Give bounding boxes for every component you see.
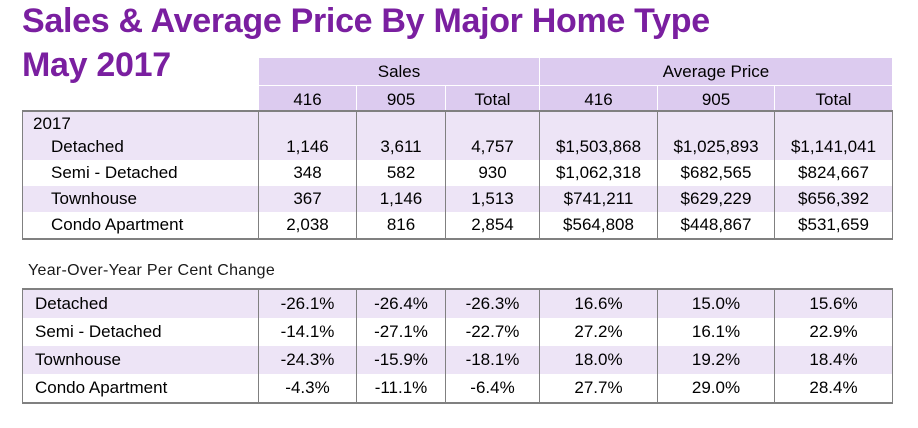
- table-cell: 27.7%: [539, 374, 658, 404]
- report-title: Sales & Average Price By Major Home Type: [22, 2, 710, 40]
- row-label: Condo Apartment: [22, 212, 259, 240]
- table-cell: 1,146: [258, 134, 357, 160]
- table-cell: 582: [356, 160, 446, 186]
- row-label: Detached: [22, 288, 259, 318]
- table-cell: -18.1%: [445, 346, 540, 374]
- table-cell: -26.3%: [445, 288, 540, 318]
- table-cell: 816: [356, 212, 446, 240]
- table-cell: $1,503,868: [539, 134, 658, 160]
- row-label: Detached: [22, 134, 259, 160]
- table-row: Semi - Detached 348 582 930 $1,062,318 $…: [22, 160, 893, 186]
- table-cell: 15.0%: [657, 288, 775, 318]
- table-row: Detached 1,146 3,611 4,757 $1,503,868 $1…: [22, 134, 893, 160]
- table-cell: $1,141,041: [774, 134, 893, 160]
- sales-group-header: Sales: [258, 57, 540, 86]
- table-cell: $656,392: [774, 186, 893, 212]
- year-label: 2017: [22, 110, 259, 134]
- table-cell: 18.4%: [774, 346, 893, 374]
- table-cell: 3,611: [356, 134, 446, 160]
- average-price-group-header: Average Price: [539, 57, 893, 86]
- table-row: Townhouse -24.3% -15.9% -18.1% 18.0% 19.…: [22, 346, 893, 374]
- year-row: 2017: [22, 110, 893, 134]
- table-row: Semi - Detached -14.1% -27.1% -22.7% 27.…: [22, 318, 893, 346]
- table-cell: $564,808: [539, 212, 658, 240]
- table-cell: -26.1%: [258, 288, 357, 318]
- table-cell: 16.6%: [539, 288, 658, 318]
- col-header-price-total: Total: [774, 85, 893, 114]
- table-cell: -26.4%: [356, 288, 446, 318]
- table-cell: 2,854: [445, 212, 540, 240]
- table-cell: -27.1%: [356, 318, 446, 346]
- table-cell: -14.1%: [258, 318, 357, 346]
- table-cell: $629,229: [657, 186, 775, 212]
- table-cell: $741,211: [539, 186, 658, 212]
- table-row: Detached -26.1% -26.4% -26.3% 16.6% 15.0…: [22, 288, 893, 318]
- col-header-price-905: 905: [657, 85, 775, 114]
- col-header-sales-416: 416: [258, 85, 357, 114]
- table-cell: 19.2%: [657, 346, 775, 374]
- table-cell: -4.3%: [258, 374, 357, 404]
- table-cell: 16.1%: [657, 318, 775, 346]
- table-cell: 367: [258, 186, 357, 212]
- yoy-section-title: Year-Over-Year Per Cent Change: [28, 262, 276, 279]
- column-header-table: Sales Average Price 416 905 Total 416 90…: [258, 57, 893, 114]
- table-cell: 2,038: [258, 212, 357, 240]
- table-cell: 1,146: [356, 186, 446, 212]
- table-cell: -6.4%: [445, 374, 540, 404]
- table-row: Townhouse 367 1,146 1,513 $741,211 $629,…: [22, 186, 893, 212]
- col-header-price-416: 416: [539, 85, 658, 114]
- table-cell: 930: [445, 160, 540, 186]
- table-cell: 348: [258, 160, 357, 186]
- table-cell: 15.6%: [774, 288, 893, 318]
- table-cell: $824,667: [774, 160, 893, 186]
- table-cell: -22.7%: [445, 318, 540, 346]
- table-cell: -15.9%: [356, 346, 446, 374]
- table-cell: 27.2%: [539, 318, 658, 346]
- table-row: Condo Apartment -4.3% -11.1% -6.4% 27.7%…: [22, 374, 893, 404]
- table-cell: $531,659: [774, 212, 893, 240]
- row-label: Semi - Detached: [22, 160, 259, 186]
- table-cell: 18.0%: [539, 346, 658, 374]
- table-cell: 4,757: [445, 134, 540, 160]
- row-label: Condo Apartment: [22, 374, 259, 404]
- table-cell: -24.3%: [258, 346, 357, 374]
- row-label: Semi - Detached: [22, 318, 259, 346]
- sales-price-table: 2017 Detached 1,146 3,611 4,757 $1,503,8…: [22, 110, 893, 240]
- row-label: Townhouse: [22, 186, 259, 212]
- table-cell: $1,062,318: [539, 160, 658, 186]
- table-cell: $1,025,893: [657, 134, 775, 160]
- table-row: Condo Apartment 2,038 816 2,854 $564,808…: [22, 212, 893, 240]
- table-cell: 22.9%: [774, 318, 893, 346]
- table-cell: 29.0%: [657, 374, 775, 404]
- report-period: May 2017: [22, 46, 171, 84]
- table-cell: 1,513: [445, 186, 540, 212]
- table-cell: $448,867: [657, 212, 775, 240]
- table-cell: -11.1%: [356, 374, 446, 404]
- yoy-change-table: Detached -26.1% -26.4% -26.3% 16.6% 15.0…: [22, 288, 893, 404]
- table-cell: $682,565: [657, 160, 775, 186]
- row-label: Townhouse: [22, 346, 259, 374]
- table-cell: 28.4%: [774, 374, 893, 404]
